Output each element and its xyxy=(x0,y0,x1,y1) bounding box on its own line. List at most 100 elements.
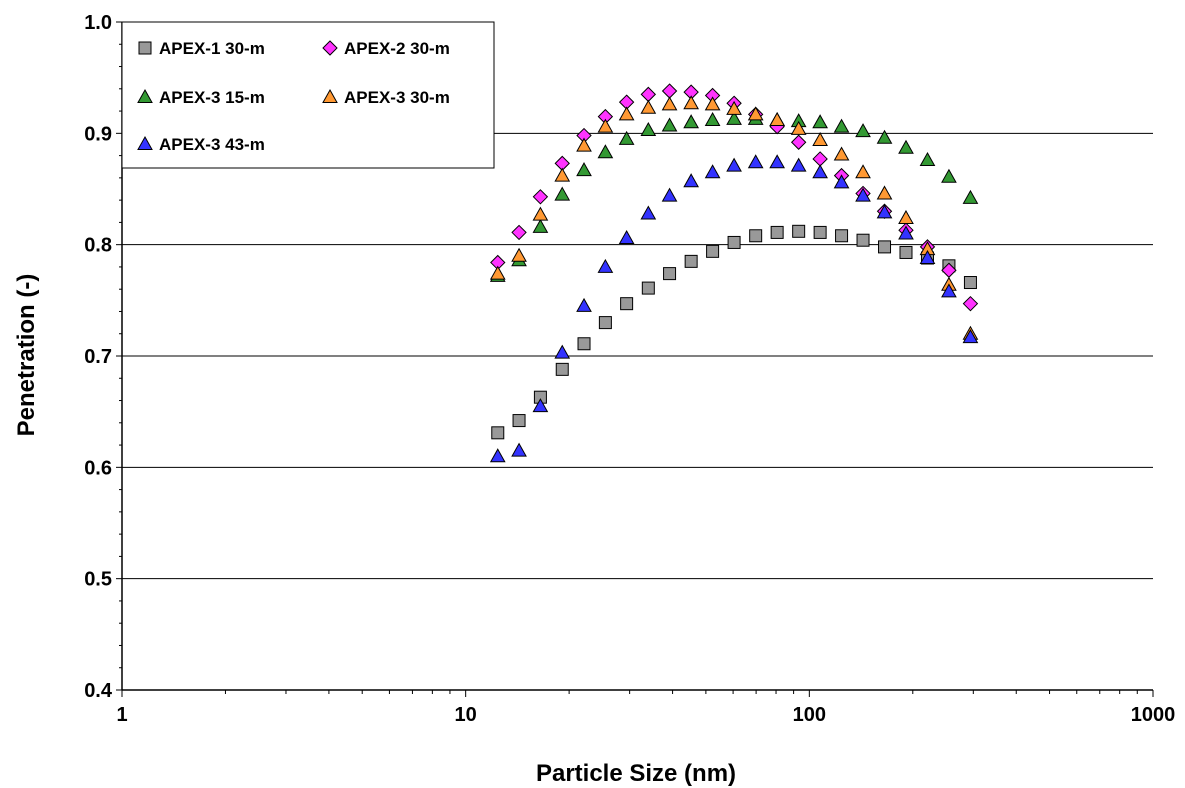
data-point-s2-22 xyxy=(962,189,979,204)
data-point-s4-18 xyxy=(876,204,893,219)
legend-marker-3 xyxy=(322,88,338,103)
data-point-s4-19 xyxy=(898,225,914,240)
data-point-s2-2 xyxy=(532,218,549,233)
data-point-s2-8 xyxy=(661,117,678,132)
y-axis-title: Penetration (-) xyxy=(13,274,40,437)
data-point-s0-13 xyxy=(770,225,784,239)
x-axis-title: Particle Size (nm) xyxy=(536,760,736,787)
data-point-s4-2 xyxy=(532,398,549,413)
data-point-s4-7 xyxy=(640,205,657,220)
data-point-s4-21 xyxy=(941,283,957,298)
legend-marker-2 xyxy=(137,88,153,103)
data-point-s3-18 xyxy=(876,185,893,200)
data-point-s3-2 xyxy=(532,206,549,221)
data-point-s4-4 xyxy=(576,297,592,312)
data-point-s2-15 xyxy=(812,114,828,129)
data-point-s2-11 xyxy=(726,110,742,125)
data-point-s0-22 xyxy=(963,276,977,290)
data-point-s4-12 xyxy=(747,154,764,169)
data-point-s0-16 xyxy=(835,229,849,243)
legend-label-4: APEX-3 43-m xyxy=(159,135,265,154)
data-point-s0-6 xyxy=(620,297,634,311)
legend-marker-1 xyxy=(322,40,338,56)
legend-marker-4 xyxy=(137,135,153,150)
series-4 xyxy=(489,154,979,463)
data-point-s0-10 xyxy=(706,244,720,258)
data-point-s3-5 xyxy=(597,118,614,133)
data-point-s1-14 xyxy=(790,134,807,150)
legend-marker-0 xyxy=(138,41,152,55)
data-point-s0-0 xyxy=(491,426,505,440)
data-point-s2-5 xyxy=(597,144,614,159)
data-point-s0-4 xyxy=(577,337,591,351)
legend-label-2: APEX-3 15-m xyxy=(159,88,265,107)
data-point-s3-14 xyxy=(790,120,807,135)
data-point-s0-17 xyxy=(856,233,870,247)
y-tick-labels: 0.4 0.5 0.6 0.7 0.8 0.9 1.0 xyxy=(84,12,113,702)
data-point-s4-16 xyxy=(833,174,850,189)
data-point-s4-22 xyxy=(962,329,979,344)
data-point-s0-14 xyxy=(792,224,806,238)
data-point-s2-19 xyxy=(898,139,914,154)
data-point-s3-11 xyxy=(726,100,742,115)
data-point-s1-7 xyxy=(640,86,657,103)
data-point-s0-15 xyxy=(813,225,827,239)
data-point-s3-12 xyxy=(747,106,764,121)
data-point-s0-19 xyxy=(899,245,913,259)
data-point-s3-13 xyxy=(769,111,785,126)
data-point-s2-3 xyxy=(554,186,571,201)
data-point-s0-12 xyxy=(749,229,763,243)
gridlines xyxy=(122,132,1153,580)
data-point-s3-19 xyxy=(898,209,914,224)
data-point-s0-9 xyxy=(684,254,698,268)
y-tick-label-2: 0.6 xyxy=(84,457,112,479)
data-point-s3-3 xyxy=(554,167,571,182)
y-tick-label-0: 0.4 xyxy=(84,680,113,702)
data-point-s2-10 xyxy=(704,111,721,126)
data-point-s2-18 xyxy=(876,129,893,144)
data-point-s0-5 xyxy=(598,316,612,330)
data-point-s0-3 xyxy=(555,362,569,376)
data-point-s3-7 xyxy=(640,99,657,114)
data-point-s4-10 xyxy=(704,164,721,179)
legend-label-1: APEX-2 30-m xyxy=(344,39,450,58)
data-point-s2-17 xyxy=(855,123,871,138)
data-point-s4-3 xyxy=(554,344,571,359)
data-point-s2-9 xyxy=(683,114,699,129)
data-point-s0-8 xyxy=(663,267,677,281)
data-point-s2-6 xyxy=(618,130,635,145)
data-point-s2-20 xyxy=(919,152,936,167)
data-point-s3-15 xyxy=(812,131,828,147)
legend-label-3: APEX-3 30-m xyxy=(344,88,450,107)
data-point-s4-5 xyxy=(597,258,614,273)
data-point-s0-11 xyxy=(727,235,741,249)
x-tick-label-2: 100 xyxy=(793,704,826,726)
data-point-s3-1 xyxy=(511,247,527,262)
data-point-s4-6 xyxy=(618,229,635,244)
data-point-s1-22 xyxy=(962,295,979,312)
data-point-s1-1 xyxy=(511,224,527,241)
x-tick-label-3: 1000 xyxy=(1131,704,1176,726)
legend-box xyxy=(121,21,495,169)
x-tick-labels: 1 10 100 1000 xyxy=(116,704,1175,726)
data-point-s0-7 xyxy=(641,281,655,295)
data-point-s3-0 xyxy=(489,265,506,280)
data-point-s2-16 xyxy=(833,118,850,133)
data-point-s3-6 xyxy=(618,106,635,121)
data-point-s2-7 xyxy=(640,121,657,136)
data-point-s4-14 xyxy=(790,157,807,172)
data-point-s4-20 xyxy=(919,250,936,265)
data-point-s2-21 xyxy=(941,168,957,183)
data-point-s0-1 xyxy=(512,414,526,428)
data-point-s4-9 xyxy=(683,173,699,188)
data-point-s4-17 xyxy=(855,187,871,202)
data-point-s3-17 xyxy=(855,164,871,179)
data-point-s4-1 xyxy=(511,442,527,457)
y-tick-label-5: 0.9 xyxy=(84,123,112,145)
data-point-s3-8 xyxy=(661,96,678,111)
y-tick-label-6: 1.0 xyxy=(84,12,112,34)
x-tick-label-0: 1 xyxy=(116,704,127,726)
series-0 xyxy=(491,224,977,440)
data-point-s4-8 xyxy=(661,187,678,202)
